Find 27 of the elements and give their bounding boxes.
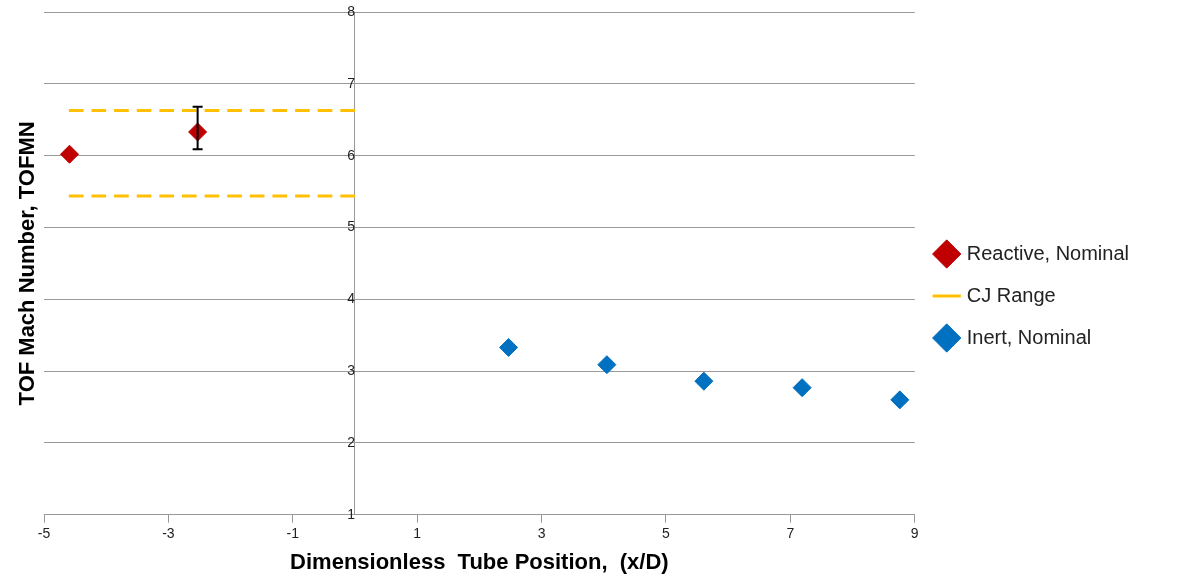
legend-label: CJ Range (966, 283, 1056, 306)
y-tick-label: 2 (347, 433, 356, 450)
point (890, 390, 910, 410)
legend-label: Reactive, Nominal (966, 241, 1130, 264)
x-tick-label: 5 (662, 525, 671, 542)
point (60, 144, 79, 164)
x-tick-label: 3 (537, 525, 546, 542)
y-tick-label: 6 (347, 146, 356, 163)
x-tick-label: -5 (37, 525, 51, 542)
x-tick-label: -3 (162, 525, 175, 542)
y-tick-label: 5 (347, 218, 356, 235)
point (694, 371, 714, 391)
y-tick-label: 8 (347, 2, 356, 19)
x-tick-label: 1 (413, 525, 422, 542)
x-tick-label: -1 (286, 525, 300, 542)
legend-label: Inert, Nominal (966, 325, 1092, 348)
point (597, 355, 617, 375)
y-tick-label: 7 (347, 74, 356, 91)
x-tick-label: 9 (910, 525, 919, 542)
point (499, 337, 519, 357)
y-tick-label: 4 (347, 290, 356, 307)
y-tick-label: 1 (347, 505, 356, 522)
x-axis-title: Dimensionless Tube Position, (x/D) (290, 548, 669, 574)
y-axis-title: TOF Mach Number, TOFMN (14, 121, 40, 406)
point (792, 378, 812, 398)
x-tick-label: 7 (786, 525, 795, 542)
y-tick-label: 3 (347, 362, 356, 378)
